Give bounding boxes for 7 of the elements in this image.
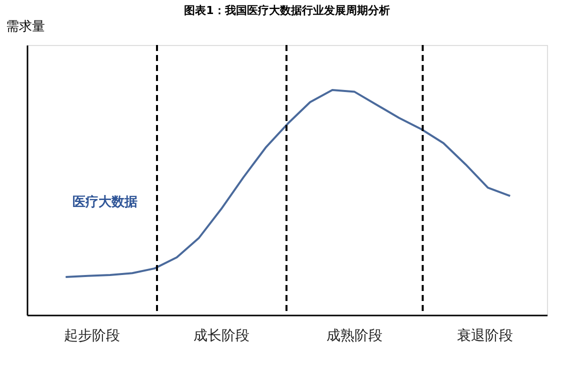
annotation: 医疗大数据: [72, 194, 138, 210]
text: 衰退阶段: [456, 328, 513, 344]
text: 成熟阶段: [326, 328, 383, 344]
y-axis-title: 需求量: [6, 20, 45, 34]
chart-title: 图表1：我国医疗大数据行业发展周期分析: [184, 4, 390, 17]
text: 起步阶段: [64, 328, 120, 344]
text: 成长阶段: [194, 328, 250, 344]
